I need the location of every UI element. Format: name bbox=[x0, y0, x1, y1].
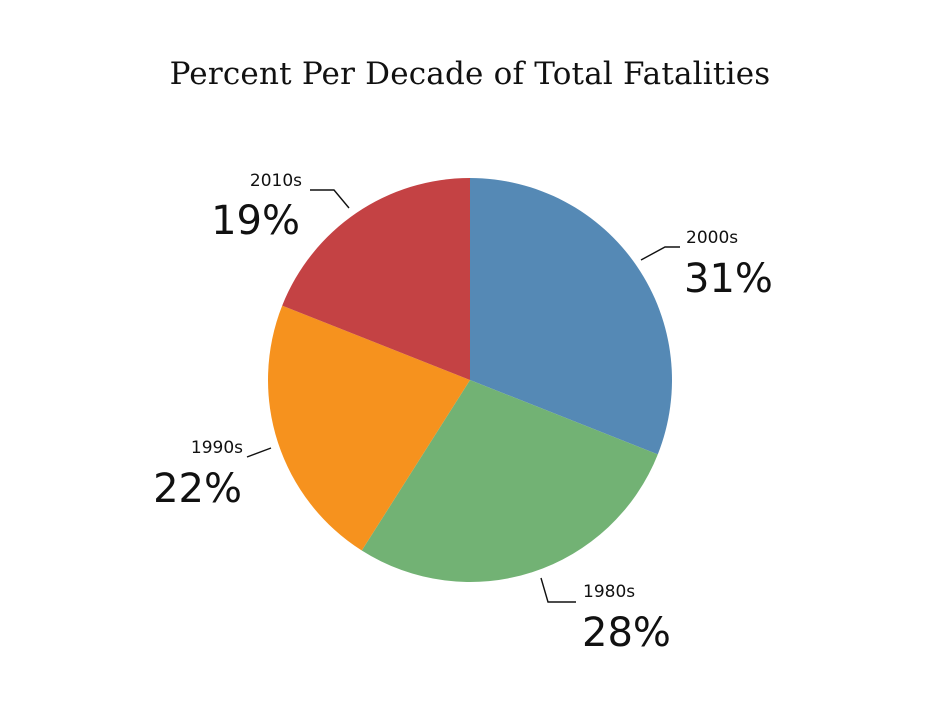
leader-line-2010s bbox=[310, 189, 350, 209]
pie-slice-1990s bbox=[268, 305, 470, 551]
leader-line-1990s bbox=[246, 447, 272, 458]
chart-title: Percent Per Decade of Total Fatalities bbox=[169, 56, 771, 92]
pie-slice-2010s bbox=[282, 178, 470, 380]
pie-slice-1980s bbox=[361, 380, 658, 582]
leader-line-2000s bbox=[640, 246, 680, 261]
pie-slices bbox=[268, 178, 672, 582]
pie-slice-2000s bbox=[470, 178, 672, 455]
slice-label-2010s: 2010s bbox=[250, 171, 302, 191]
slice-percent-1980s: 28% bbox=[582, 610, 671, 656]
leader-line-1980s bbox=[540, 577, 576, 603]
slice-label-1990s: 1990s bbox=[191, 438, 243, 458]
slice-percent-2000s: 31% bbox=[684, 256, 773, 302]
slice-percent-1990s: 22% bbox=[153, 466, 242, 512]
pie-labels: 2000s 31% 1980s 28% 1990s 22% 2010s 19% bbox=[153, 171, 773, 656]
slice-label-2000s: 2000s bbox=[686, 228, 738, 248]
slice-percent-2010s: 19% bbox=[211, 198, 300, 244]
slice-label-1980s: 1980s bbox=[583, 582, 635, 602]
